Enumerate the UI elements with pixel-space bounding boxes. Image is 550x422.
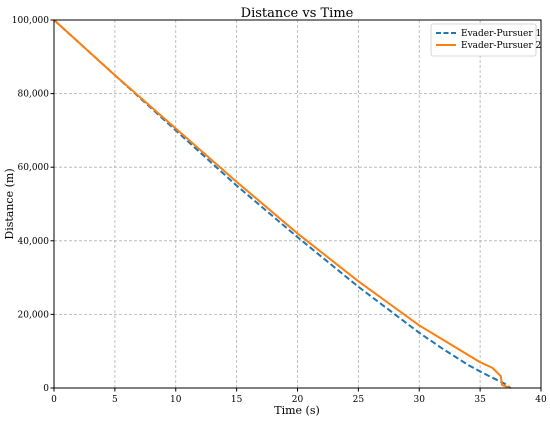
x-tick-label: 5: [112, 395, 118, 405]
legend-box: [430, 23, 537, 57]
x-tick-label: 40: [535, 395, 547, 405]
series-lines: [53, 19, 512, 389]
legend: Evader-Pursuer 1 Evader-Pursuer 2: [430, 23, 541, 57]
x-tick-label: 25: [353, 395, 365, 405]
x-tick-label: 30: [414, 395, 426, 405]
x-tick-label: 15: [231, 395, 243, 405]
x-tick-label: 10: [170, 395, 182, 405]
y-tick-label: 60,000: [18, 163, 50, 173]
series-line-1: [53, 19, 512, 389]
legend-label: Evader-Pursuer 2: [461, 41, 541, 51]
x-tick-label: 20: [292, 395, 304, 405]
series-line-2: [53, 19, 511, 389]
y-tick-label: 40,000: [18, 237, 50, 247]
chart-title: Distance vs Time: [241, 6, 354, 21]
y-tick-label: 80,000: [18, 90, 50, 100]
y-tick-label: 100,000: [12, 16, 49, 26]
x-tick-label: 0: [51, 395, 57, 405]
y-axis-label: Distance (m): [3, 168, 16, 239]
x-tick-label: 35: [474, 395, 486, 405]
grid-lines: [53, 19, 542, 389]
y-tick-label: 20,000: [18, 310, 50, 320]
y-tick-label: 0: [43, 384, 49, 394]
x-axis-label: Time (s): [274, 404, 320, 417]
legend-label: Evader-Pursuer 1: [461, 29, 541, 39]
axis-ticks: 0 5 10 15 20 25 30 35 40 0 20,000 40,000 60,000 80,00…: [12, 16, 547, 405]
